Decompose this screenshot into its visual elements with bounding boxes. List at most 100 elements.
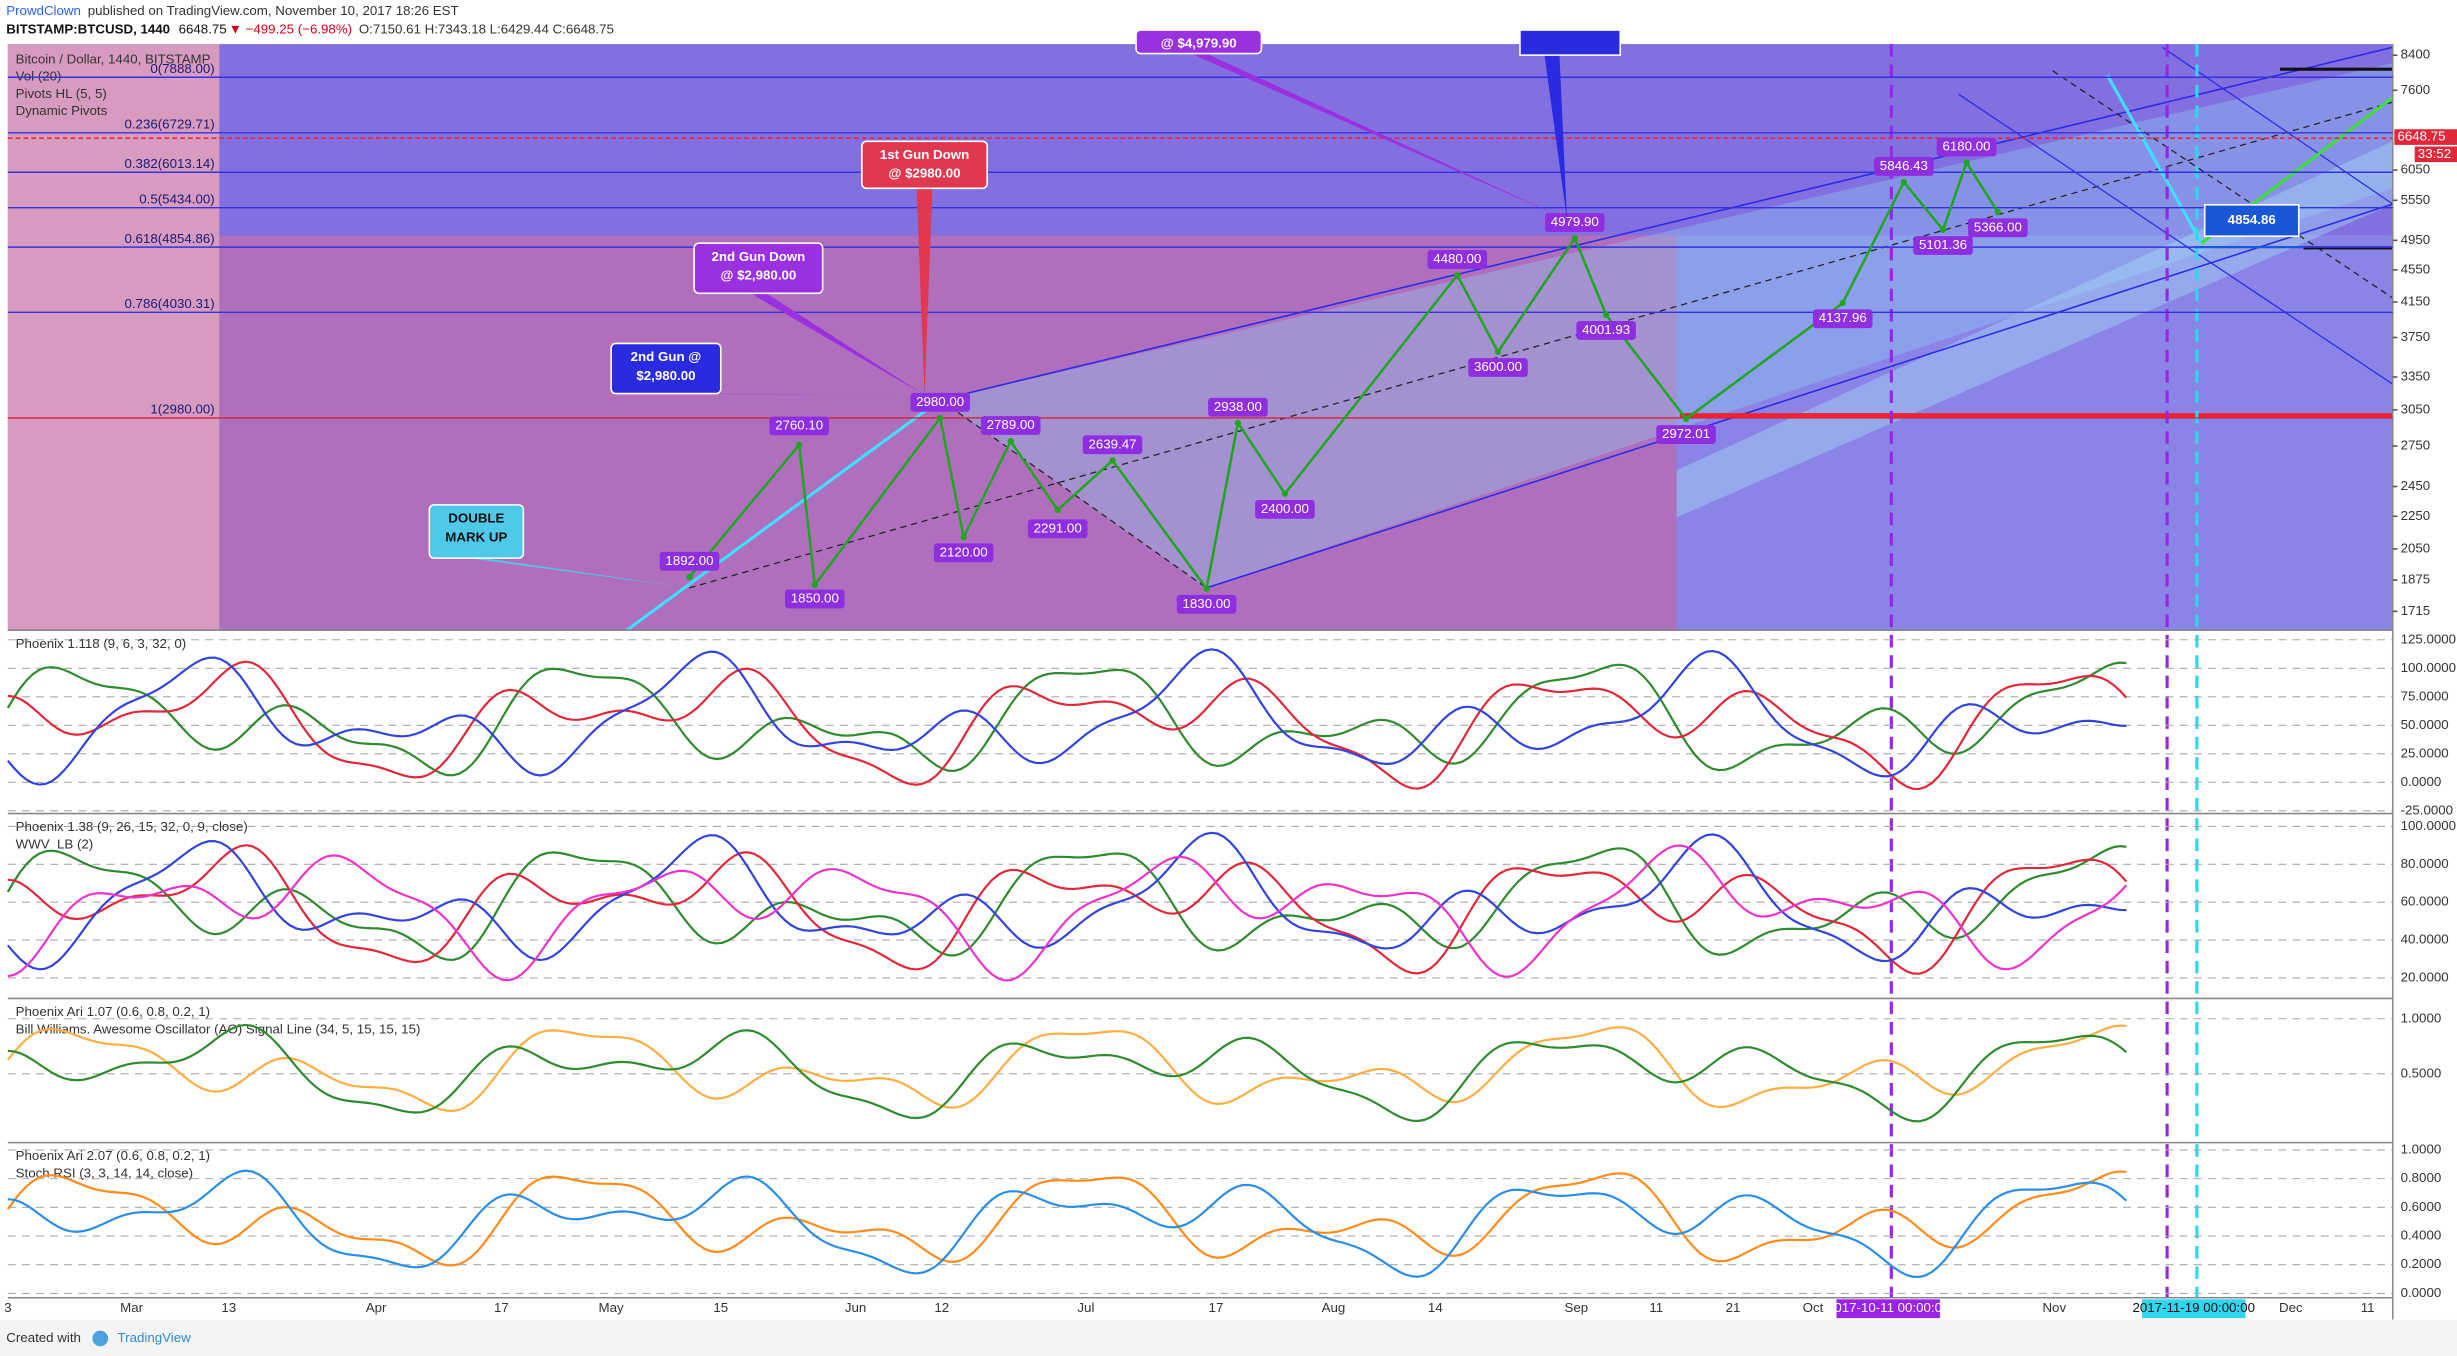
pivot-point [1839, 299, 1846, 307]
pivot-label-bg [1656, 425, 1716, 444]
publisher[interactable]: ProwdClown [6, 3, 81, 18]
oscillator-line [7, 1023, 2128, 1123]
x-tick-label: 12 [934, 1300, 949, 1315]
pivot-point [1007, 438, 1014, 445]
y-tick-label: 3050 [2401, 401, 2431, 416]
channel-line [939, 46, 2393, 401]
pivot-label-bg [910, 392, 970, 412]
last-price-label: 6648.75 [2397, 129, 2445, 144]
pivot-label: 2938.00 [1214, 399, 1262, 414]
pivot-label: 4480.00 [1433, 251, 1481, 266]
y-tick-label: 7600 [2401, 82, 2431, 97]
pivot-point [796, 441, 803, 448]
y-tick-label: 4550 [2401, 261, 2431, 276]
upper-zone [219, 44, 2393, 236]
date-highlight: 2017-10-11 00:00:00 [1827, 1300, 1949, 1315]
y-tick-label: 2050 [2401, 540, 2431, 555]
pivot-label-bg [1874, 157, 1934, 176]
target-box [2203, 204, 2300, 237]
y-tick-label: 50.0000 [2401, 717, 2449, 732]
y-tick-label: 60.0000 [2401, 894, 2449, 909]
y-tick-label: 80.0000 [2401, 856, 2449, 871]
y-tick-label: 0.0000 [2401, 1285, 2442, 1300]
y-tick-label: 3750 [2401, 329, 2431, 344]
pivot-label-bg [1027, 519, 1088, 539]
y-tick-label: 0.6000 [2401, 1199, 2442, 1214]
pivot-label-bg [785, 589, 845, 609]
callout-text: @ $2,980.00 [720, 268, 796, 283]
y-tick-label: 75.0000 [2401, 688, 2449, 703]
callout-text: 1st Gun Down [880, 147, 969, 162]
callout-text: DOUBLE [448, 510, 504, 525]
callout-box [861, 140, 988, 190]
callout-text: MARK UP [445, 529, 507, 544]
legend-entry: Dynamic Pivots [16, 103, 108, 118]
pivot-point [1203, 585, 1210, 592]
pivot-label: 4001.93 [1582, 322, 1630, 337]
x-tick-label: Jul [1077, 1300, 1094, 1315]
x-tick-label: 13 [221, 1300, 236, 1315]
oscillator-line [6, 1170, 2127, 1267]
last-price: 6648.75 [179, 22, 227, 37]
pivot-label-bg [1968, 218, 2028, 238]
y-tick-label: 0.4000 [2401, 1228, 2442, 1243]
callout-box [693, 242, 824, 295]
y-tick-label: 0.0000 [2401, 774, 2442, 789]
pivot-point [686, 573, 693, 581]
fib-label: 0.382(6013.14) [124, 156, 214, 171]
lower-zone [219, 235, 1677, 631]
callout-text: @ $4,979.90 [1161, 36, 1237, 51]
pivot-point [811, 581, 818, 588]
pivot-label: 1892.00 [665, 553, 713, 568]
fib-label: 1(2980.00) [150, 402, 214, 417]
oscillator-line [7, 660, 2128, 791]
oscillator-line [6, 648, 2127, 786]
legend-entry: Bitcoin / Dollar, 1440, BITSTAMP [16, 51, 211, 66]
pivot-label: 1850.00 [791, 590, 839, 605]
y-tick-label: 4150 [2401, 294, 2431, 309]
y-tick-label: 0.8000 [2401, 1170, 2442, 1185]
date-highlight-bg [2142, 1299, 2246, 1319]
callout-pointer [916, 188, 933, 396]
pivot-label-bg [1913, 236, 1973, 255]
date-highlight: 2017-11-19 00:00:00 [2133, 1300, 2255, 1315]
oscillator-line [6, 845, 2127, 962]
pivot-label-bg [1468, 358, 1528, 377]
pivot-label-bg [1427, 250, 1488, 269]
y-tick-label: 1.0000 [2401, 1010, 2442, 1025]
footer-brand[interactable]: TradingView [118, 1330, 192, 1345]
panel-title: Phoenix 1.118 (9, 6, 3, 32, 0) [16, 636, 187, 651]
x-tick-label: Sep [1565, 1300, 1589, 1315]
pivot-label-bg [1936, 137, 1997, 157]
pivot-label: 2972.01 [1662, 426, 1710, 441]
legend-entry: Pivots HL (5, 5) [16, 86, 107, 101]
pivot-point [1494, 348, 1502, 355]
pivot-label-bg [769, 416, 829, 436]
pivot-label-bg [1176, 594, 1237, 614]
oscillator-line [7, 844, 2128, 982]
callout-text: 2nd Gun @ [631, 349, 702, 364]
pivot-label-bg [1082, 435, 1143, 455]
y-tick-label: 100.0000 [2401, 818, 2456, 833]
symbol: BITSTAMP:BTCUSD, 1440 [6, 22, 170, 37]
panel-title: Phoenix Ari 1.07 (0.6, 0.8, 0.2, 1) [16, 1004, 210, 1019]
y-tick-label: 25.0000 [2401, 745, 2449, 760]
footer-bg [0, 1319, 2457, 1356]
fib-label: 0.5(5434.00) [139, 191, 214, 206]
panel-title: Bill Williams. Awesome Oscillator (AO) S… [16, 1021, 421, 1036]
x-tick-label: 14 [1428, 1300, 1443, 1315]
pivot-point [1963, 159, 1970, 166]
y-tick-label: 1.0000 [2401, 1141, 2442, 1156]
x-tick-label: Mar [120, 1300, 143, 1315]
right-zone [1676, 235, 2393, 631]
pivot-label: 4979.90 [1551, 214, 1599, 229]
x-tick-label: May [599, 1300, 624, 1315]
channel-line [1206, 203, 2393, 589]
projection-line [2106, 74, 2203, 244]
countdown: 33:52 [2418, 146, 2451, 161]
pivot-point [1281, 490, 1289, 497]
x-tick-label: 11 [2361, 1300, 2375, 1315]
fib-label: 0(7888.00) [150, 61, 214, 76]
y-tick-label: 1875 [2401, 572, 2431, 587]
